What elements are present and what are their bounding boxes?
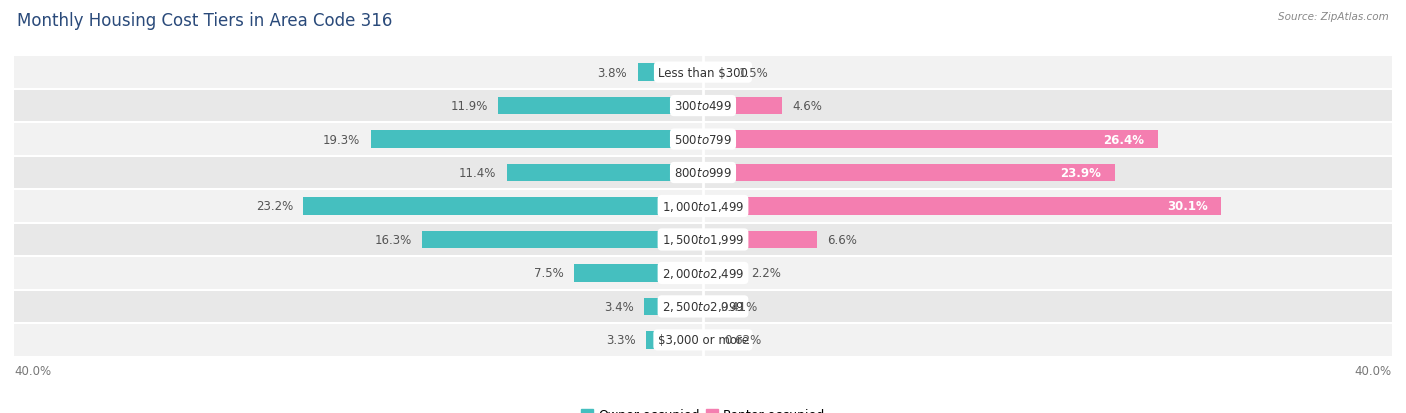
Bar bbox=[506, 164, 703, 182]
Text: $300 to $499: $300 to $499 bbox=[673, 100, 733, 113]
Text: 23.9%: 23.9% bbox=[1060, 166, 1101, 180]
Bar bbox=[703, 164, 1115, 182]
Text: 40.0%: 40.0% bbox=[14, 364, 51, 377]
Bar bbox=[14, 190, 1392, 223]
Text: 3.4%: 3.4% bbox=[605, 300, 634, 313]
Bar bbox=[703, 198, 1222, 215]
Bar bbox=[14, 223, 1392, 256]
Text: 4.6%: 4.6% bbox=[793, 100, 823, 113]
Text: 0.41%: 0.41% bbox=[720, 300, 758, 313]
Text: 16.3%: 16.3% bbox=[374, 233, 412, 247]
Bar bbox=[644, 298, 703, 316]
Text: $2,000 to $2,499: $2,000 to $2,499 bbox=[662, 266, 744, 280]
Text: 0.62%: 0.62% bbox=[724, 334, 761, 347]
Text: 40.0%: 40.0% bbox=[1355, 364, 1392, 377]
Text: $2,500 to $2,999: $2,500 to $2,999 bbox=[662, 300, 744, 313]
Text: $3,000 or more: $3,000 or more bbox=[658, 334, 748, 347]
Bar bbox=[14, 56, 1392, 90]
Bar bbox=[14, 323, 1392, 357]
Bar bbox=[371, 131, 703, 148]
Text: $1,000 to $1,499: $1,000 to $1,499 bbox=[662, 199, 744, 214]
Bar bbox=[703, 265, 741, 282]
Text: 23.2%: 23.2% bbox=[256, 200, 292, 213]
Bar bbox=[703, 331, 714, 349]
Text: Monthly Housing Cost Tiers in Area Code 316: Monthly Housing Cost Tiers in Area Code … bbox=[17, 12, 392, 30]
Bar bbox=[703, 97, 782, 115]
Bar bbox=[14, 157, 1392, 190]
Bar bbox=[703, 64, 728, 82]
Bar bbox=[14, 90, 1392, 123]
Text: $500 to $799: $500 to $799 bbox=[673, 133, 733, 146]
Text: 1.5%: 1.5% bbox=[740, 66, 769, 79]
Bar bbox=[703, 231, 817, 249]
Text: 7.5%: 7.5% bbox=[534, 267, 564, 280]
Text: $800 to $999: $800 to $999 bbox=[673, 166, 733, 180]
Text: 11.4%: 11.4% bbox=[458, 166, 496, 180]
Bar bbox=[14, 256, 1392, 290]
Bar bbox=[14, 123, 1392, 157]
Text: 3.8%: 3.8% bbox=[598, 66, 627, 79]
Bar bbox=[703, 298, 710, 316]
Bar bbox=[422, 231, 703, 249]
Bar bbox=[14, 290, 1392, 323]
Text: 30.1%: 30.1% bbox=[1167, 200, 1208, 213]
Text: 3.3%: 3.3% bbox=[606, 334, 636, 347]
Bar bbox=[304, 198, 703, 215]
Text: Source: ZipAtlas.com: Source: ZipAtlas.com bbox=[1278, 12, 1389, 22]
Bar bbox=[637, 64, 703, 82]
Text: Less than $300: Less than $300 bbox=[658, 66, 748, 79]
Text: 6.6%: 6.6% bbox=[827, 233, 856, 247]
Text: 2.2%: 2.2% bbox=[751, 267, 782, 280]
Bar bbox=[574, 265, 703, 282]
Bar bbox=[498, 97, 703, 115]
Text: 11.9%: 11.9% bbox=[450, 100, 488, 113]
Bar bbox=[703, 131, 1157, 148]
Legend: Owner-occupied, Renter-occupied: Owner-occupied, Renter-occupied bbox=[575, 404, 831, 413]
Text: 19.3%: 19.3% bbox=[323, 133, 360, 146]
Text: 26.4%: 26.4% bbox=[1102, 133, 1144, 146]
Bar bbox=[647, 331, 703, 349]
Text: $1,500 to $1,999: $1,500 to $1,999 bbox=[662, 233, 744, 247]
